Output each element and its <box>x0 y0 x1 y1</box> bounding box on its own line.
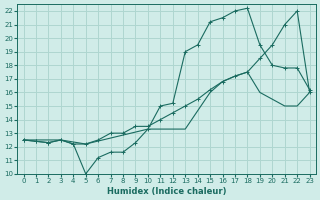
X-axis label: Humidex (Indice chaleur): Humidex (Indice chaleur) <box>107 187 226 196</box>
